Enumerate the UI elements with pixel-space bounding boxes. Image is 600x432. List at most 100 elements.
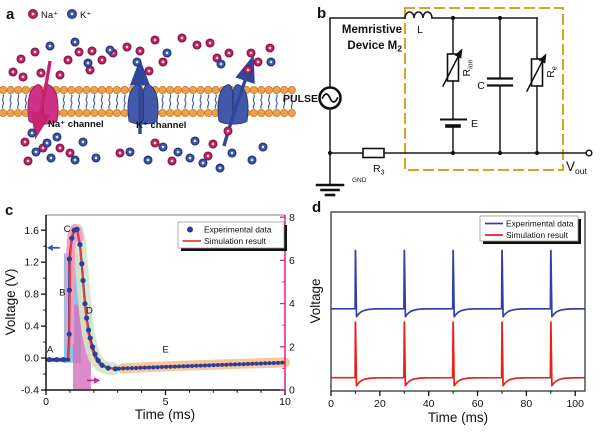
d-legend-label-experimental: Experimental data <box>506 219 574 229</box>
lipid-head-icon <box>59 108 68 118</box>
data-point <box>215 363 220 368</box>
data-point <box>60 357 66 363</box>
wire-top-left <box>329 17 406 89</box>
k-ion-center <box>49 156 53 160</box>
na-ion-center <box>208 41 212 45</box>
na-ion-center <box>195 43 199 47</box>
data-point <box>151 365 156 370</box>
na-ion-center <box>180 36 184 40</box>
na-ion-center <box>246 68 250 72</box>
lipid-head-icon <box>204 108 213 118</box>
lipid-tail-icon <box>62 94 65 109</box>
lipid-head-icon <box>173 85 182 95</box>
d-axes: 0 20 40 60 80 100 <box>328 391 584 410</box>
data-point <box>276 360 281 365</box>
gnd-label: GND <box>352 177 367 184</box>
c-legend-marker-experimental <box>187 226 193 233</box>
lipid-head-icon <box>97 108 106 118</box>
k-ion-center <box>81 140 85 144</box>
lipid-tail-icon <box>267 94 271 109</box>
data-point <box>241 362 246 367</box>
lipid-head-icon <box>257 108 266 118</box>
na-ion-center <box>58 73 62 77</box>
k-ion-center <box>230 151 234 155</box>
k-ion-center <box>161 145 165 149</box>
d-plot-frame <box>330 211 586 392</box>
data-point <box>92 351 98 357</box>
k-ion-center <box>261 145 265 149</box>
na-ion-center <box>41 146 45 150</box>
data-point <box>112 366 118 372</box>
na-ion-center <box>138 49 142 53</box>
data-point <box>198 363 203 368</box>
lipid-head-icon <box>264 85 274 95</box>
lipid-head-icon <box>6 85 15 95</box>
data-point <box>105 365 111 371</box>
d-x-tick-label: 0 <box>328 398 334 410</box>
panel-a-letter: a <box>6 6 15 23</box>
k-ion-center <box>86 61 90 65</box>
lipid-head-icon <box>112 108 122 118</box>
lipid-head-icon <box>0 85 8 95</box>
data-point <box>280 360 285 365</box>
lipid-head-icon <box>173 108 182 118</box>
na-ion-center <box>256 60 260 64</box>
lipid-tail-icon <box>176 94 179 109</box>
data-point <box>202 363 207 368</box>
data-point <box>220 362 225 367</box>
c-left-tick-label: -0.4 <box>21 385 39 397</box>
lipid-tail-icon <box>85 94 88 109</box>
c-x-tick-label: 5 <box>163 396 169 408</box>
pulse-label: PULSE <box>283 93 318 105</box>
curve-phase-label-E: E <box>162 344 168 355</box>
c-right-tick-label: 0 <box>289 385 295 397</box>
data-point <box>185 364 190 369</box>
lipid-head-icon <box>21 85 30 95</box>
c-left-tick-label: 0.0 <box>24 353 39 365</box>
k-ion-center <box>108 48 112 52</box>
data-point <box>66 331 72 337</box>
k-ion-center <box>269 60 273 64</box>
data-point <box>142 365 147 370</box>
na-ion-center <box>19 57 23 61</box>
na-ion-center <box>153 141 157 145</box>
re-variable-arrow-icon <box>525 53 547 93</box>
na-influx-arrow-icon <box>30 60 52 140</box>
curve-phase-label-B: B <box>59 288 65 299</box>
na-legend-label: Na⁺ <box>41 10 58 21</box>
rion-variable-arrow-icon <box>441 48 463 88</box>
na-ion-center <box>39 71 43 75</box>
k-ion-center <box>55 135 59 139</box>
c-right-tick-label: 4 <box>289 298 295 310</box>
lipid-tail-icon <box>260 94 263 109</box>
lipid-head-icon <box>188 108 198 118</box>
lipid-tail-icon <box>184 94 187 109</box>
data-point <box>77 241 83 248</box>
k-ion-center <box>30 131 34 135</box>
lipid-tail-icon <box>169 94 172 109</box>
k-ion-center <box>218 166 222 170</box>
c-x-tick-label: 0 <box>43 396 49 408</box>
data-point <box>79 261 85 267</box>
data-point <box>233 362 238 367</box>
na-ion-center <box>23 140 27 144</box>
inductor-label: L <box>417 24 423 36</box>
r3-label: R3 <box>373 163 385 177</box>
lipid-tail-icon <box>191 94 195 109</box>
curve-phase-label-A: A <box>47 344 54 355</box>
data-point <box>84 315 90 321</box>
data-point <box>250 361 255 366</box>
k-ion-center <box>48 44 52 48</box>
data-point <box>90 344 96 350</box>
lipid-head-icon <box>287 85 296 95</box>
data-point <box>155 365 160 370</box>
panel-b-letter: b <box>317 5 326 22</box>
k-ion-center <box>201 161 205 165</box>
c-left-tick-label: 0.8 <box>24 289 39 301</box>
data-point <box>181 364 186 369</box>
k-ion-center <box>165 51 169 55</box>
c-right-tick-label: 6 <box>289 255 295 267</box>
data-point <box>66 357 71 362</box>
na-ion-center <box>227 51 231 55</box>
